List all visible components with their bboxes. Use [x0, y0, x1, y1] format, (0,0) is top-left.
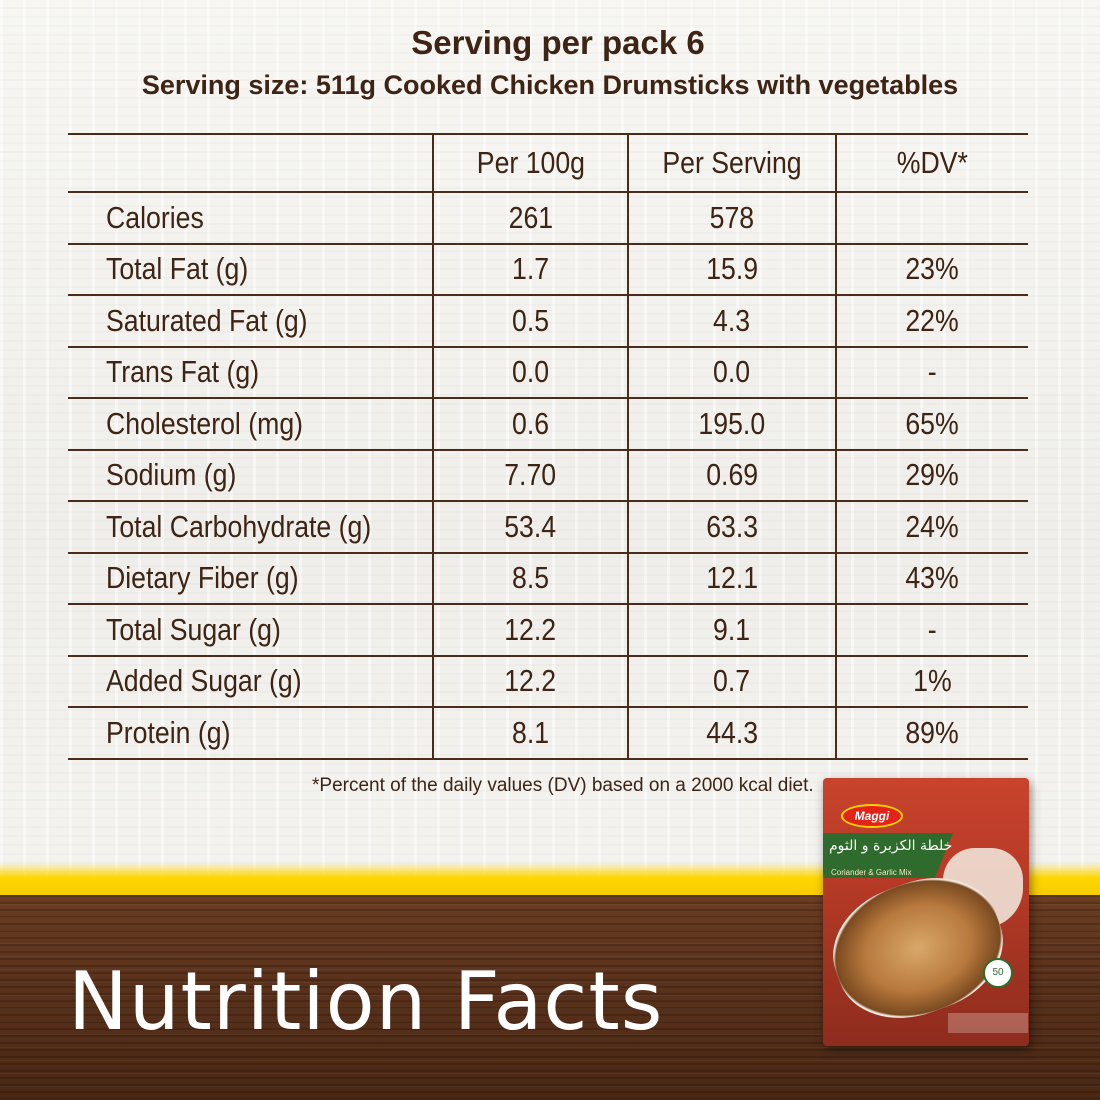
- table-row: Added Sugar (g) 12.2 0.7 1%: [68, 655, 1028, 708]
- serving-size: Serving size: 511g Cooked Chicken Drumst…: [141, 70, 959, 100]
- servings-per-pack: Serving per pack 6: [411, 24, 705, 61]
- row-per-100g: 12.2: [432, 604, 628, 657]
- nutrition-table: Per 100g Per Serving %DV* Calories 261 578…: [68, 133, 1028, 760]
- row-dv: [835, 192, 1028, 245]
- row-per-100g: 1.7: [432, 243, 628, 296]
- row-per-serving: 4.3: [627, 295, 836, 348]
- row-per-serving: 63.3: [627, 501, 836, 554]
- row-label: Total Fat (g): [68, 243, 433, 296]
- row-per-serving: 578: [627, 192, 836, 245]
- row-label: Total Sugar (g): [68, 604, 433, 657]
- row-label: Trans Fat (g): [68, 346, 433, 399]
- row-label: Total Carbohydrate (g): [68, 501, 433, 554]
- header-per-serving: Per Serving: [627, 133, 836, 193]
- table-row: Saturated Fat (g) 0.5 4.3 22%: [68, 295, 1028, 348]
- row-per-100g: 8.5: [432, 552, 628, 605]
- row-dv: -: [835, 346, 1028, 399]
- row-label: Added Sugar (g): [68, 655, 433, 708]
- table-row: Dietary Fiber (g) 8.5 12.1 43%: [68, 552, 1028, 605]
- row-per-100g: 7.70: [432, 449, 628, 502]
- row-per-serving: 0.7: [627, 655, 836, 708]
- pack-name-english: Coriander & Garlic Mix: [831, 868, 912, 877]
- row-per-100g: 8.1: [432, 707, 628, 760]
- table-row: Protein (g) 8.1 44.3 89%: [68, 707, 1028, 760]
- row-label: Calories: [68, 192, 433, 245]
- footnote: *Percent of the daily values (DV) based …: [312, 775, 814, 796]
- table-row: Total Carbohydrate (g) 53.4 63.3 24%: [68, 501, 1028, 554]
- table-header-row: Per 100g Per Serving %DV*: [68, 133, 1028, 193]
- row-dv: 23%: [835, 243, 1028, 296]
- row-dv: 1%: [835, 655, 1028, 708]
- table-row: Cholesterol (mg) 0.6 195.0 65%: [68, 398, 1028, 451]
- pack-50-badge: 50: [983, 958, 1013, 988]
- row-per-100g: 0.6: [432, 398, 628, 451]
- row-label: Cholesterol (mg): [68, 398, 433, 451]
- header-dv: %DV*: [835, 133, 1028, 193]
- header-per-100g: Per 100g: [432, 133, 628, 193]
- product-pack-image: Maggi خلطة الكزبرة و الثوم Coriander & G…: [823, 778, 1029, 1046]
- row-per-serving: 9.1: [627, 604, 836, 657]
- header-blank: [68, 133, 433, 193]
- row-per-100g: 261: [432, 192, 628, 245]
- pack-green-band: [823, 833, 953, 878]
- row-per-100g: 12.2: [432, 655, 628, 708]
- row-dv: 65%: [835, 398, 1028, 451]
- row-per-serving: 0.0: [627, 346, 836, 399]
- row-per-100g: 53.4: [432, 501, 628, 554]
- row-dv: 89%: [835, 707, 1028, 760]
- pack-name-arabic: خلطة الكزبرة و الثوم: [829, 838, 953, 854]
- row-label: Dietary Fiber (g): [68, 552, 433, 605]
- row-dv: -: [835, 604, 1028, 657]
- table-row: Total Sugar (g) 12.2 9.1-: [68, 604, 1028, 657]
- table-row: Sodium (g) 7.70 0.69 29%: [68, 449, 1028, 502]
- row-per-100g: 0.5: [432, 295, 628, 348]
- maggi-logo: Maggi: [841, 804, 903, 828]
- table-row: Total Fat (g) 1.7 15.9 23%: [68, 243, 1028, 296]
- table-row: Trans Fat (g) 0.0 0.0-: [68, 346, 1028, 399]
- table-row: Calories 261 578: [68, 192, 1028, 245]
- row-dv: 43%: [835, 552, 1028, 605]
- row-per-serving: 12.1: [627, 552, 836, 605]
- row-per-serving: 15.9: [627, 243, 836, 296]
- row-per-serving: 0.69: [627, 449, 836, 502]
- row-dv: 22%: [835, 295, 1028, 348]
- pack-nutrition-strip: [948, 1013, 1028, 1033]
- row-per-100g: 0.0: [432, 346, 628, 399]
- row-label: Protein (g): [68, 707, 433, 760]
- row-label: Sodium (g): [68, 449, 433, 502]
- row-dv: 29%: [835, 449, 1028, 502]
- nutrition-facts-title: Nutrition Facts: [68, 955, 664, 1048]
- row-label: Saturated Fat (g): [68, 295, 433, 348]
- row-per-serving: 44.3: [627, 707, 836, 760]
- row-dv: 24%: [835, 501, 1028, 554]
- row-per-serving: 195.0: [627, 398, 836, 451]
